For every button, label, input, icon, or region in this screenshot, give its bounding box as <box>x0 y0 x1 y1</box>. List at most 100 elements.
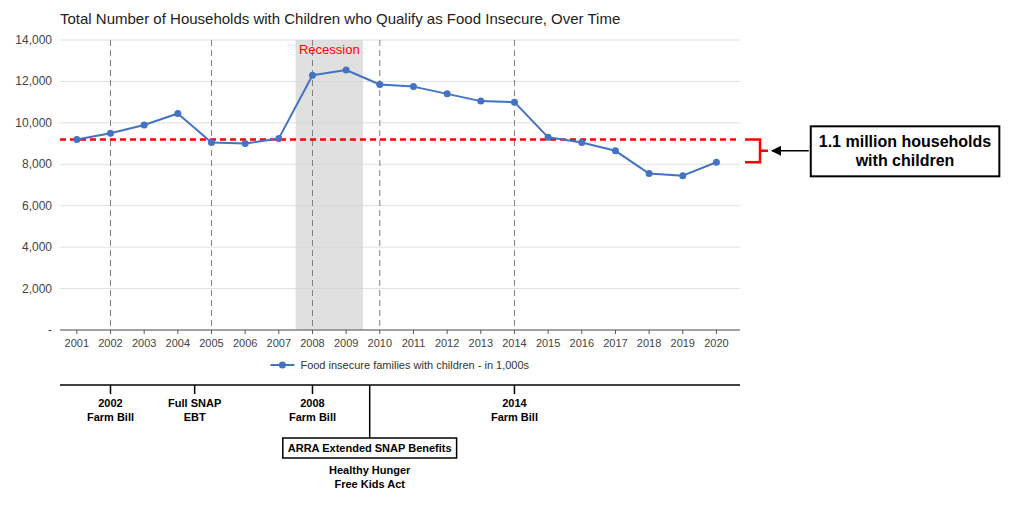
legend-label: Food insecure families with children - i… <box>300 359 529 371</box>
y-tick-label: 8,000 <box>22 157 52 171</box>
x-tick-label: 2018 <box>637 337 661 349</box>
series-point <box>376 81 383 88</box>
timeline-label: Farm Bill <box>289 411 336 423</box>
y-tick-label: - <box>48 323 52 337</box>
series-point <box>646 170 653 177</box>
x-tick-label: 2017 <box>603 337 627 349</box>
timeline-label: 2014 <box>502 397 527 409</box>
series-point <box>174 110 181 117</box>
series-point <box>444 90 451 97</box>
annotation-box <box>811 126 1000 176</box>
x-tick-label: 2016 <box>570 337 594 349</box>
series-point <box>141 121 148 128</box>
y-tick-label: 12,000 <box>15 74 52 88</box>
shaded-range-label: Recession <box>299 42 360 57</box>
x-tick-label: 2020 <box>704 337 728 349</box>
x-tick <box>447 330 448 334</box>
x-tick <box>581 330 582 334</box>
x-tick <box>245 330 246 334</box>
x-tick-label: 2006 <box>233 337 257 349</box>
x-tick-label: 2013 <box>469 337 493 349</box>
y-tick-label: 6,000 <box>22 199 52 213</box>
timeline-label: Farm Bill <box>87 411 134 423</box>
timeline-label: ARRA Extended SNAP Benefits <box>288 442 452 454</box>
series-point <box>343 67 350 74</box>
grid-line <box>60 247 740 248</box>
series-point <box>713 159 720 166</box>
annotation-text: with children <box>855 152 955 169</box>
timeline-tick <box>194 385 196 394</box>
grid-line <box>60 81 740 82</box>
x-tick-label: 2005 <box>199 337 223 349</box>
x-tick-label: 2004 <box>166 337 190 349</box>
timeline-label: Free Kids Act <box>334 478 405 490</box>
vertical-line <box>211 40 212 330</box>
annotation-arrow <box>772 150 809 152</box>
series-point <box>242 140 249 147</box>
timeline-tick <box>369 385 371 438</box>
x-tick <box>615 330 616 334</box>
timeline-label: EBT <box>184 411 206 423</box>
x-tick-label: 2007 <box>267 337 291 349</box>
grid-line <box>60 122 740 123</box>
x-tick <box>76 330 77 334</box>
timeline-box: ARRA Extended SNAP Benefits <box>283 438 457 458</box>
grid-line <box>60 330 740 331</box>
grid-line <box>60 288 740 289</box>
timeline-tick <box>514 385 516 394</box>
vertical-line <box>110 40 111 330</box>
vertical-line <box>514 40 515 330</box>
vertical-line <box>312 40 313 330</box>
timeline-label: Farm Bill <box>491 411 538 423</box>
series-point <box>73 136 80 143</box>
series-point <box>679 172 686 179</box>
x-tick-label: 2011 <box>402 337 426 349</box>
shaded-range <box>296 40 363 330</box>
brace <box>745 139 768 162</box>
series-point <box>511 99 518 106</box>
timeline-line <box>60 384 740 386</box>
grid-line <box>60 164 740 165</box>
series-point <box>545 134 552 141</box>
x-tick-label: 2008 <box>300 337 324 349</box>
x-tick-label: 2012 <box>435 337 459 349</box>
x-tick <box>682 330 683 334</box>
x-tick-label: 2009 <box>334 337 358 349</box>
x-tick-label: 2014 <box>502 337 526 349</box>
x-tick <box>379 330 380 334</box>
x-tick <box>548 330 549 334</box>
timeline-tick <box>312 385 314 394</box>
timeline-tick <box>110 385 112 394</box>
x-tick <box>278 330 279 334</box>
x-tick <box>211 330 212 334</box>
x-tick <box>514 330 515 334</box>
x-tick <box>110 330 111 334</box>
series-point <box>275 135 282 142</box>
timeline-box-frame <box>283 438 457 458</box>
series-line <box>77 70 717 176</box>
x-tick-label: 2019 <box>671 337 695 349</box>
x-axis-line <box>60 330 740 331</box>
x-tick <box>649 330 650 334</box>
x-tick-label: 2001 <box>65 337 89 349</box>
timeline-label: Full SNAP <box>168 397 221 409</box>
chart: Total Number of Households with Children… <box>0 0 1024 531</box>
legend: Food insecure families with children - i… <box>270 359 529 371</box>
grid <box>60 40 740 330</box>
x-tick-label: 2010 <box>368 337 392 349</box>
series-point <box>208 139 215 146</box>
x-tick <box>177 330 178 334</box>
x-tick-label: 2015 <box>536 337 560 349</box>
timeline-label: Healthy Hunger <box>329 464 411 476</box>
grid-line <box>60 205 740 206</box>
series-point <box>578 139 585 146</box>
x-tick <box>346 330 347 334</box>
timeline-label: 2008 <box>300 397 324 409</box>
x-tick-label: 2002 <box>98 337 122 349</box>
annotation: 1.1 million householdswith children <box>811 126 1000 176</box>
timeline-label: 2002 <box>98 397 122 409</box>
x-tick-label: 2003 <box>132 337 156 349</box>
reference-line <box>60 138 740 141</box>
x-tick <box>480 330 481 334</box>
grid-line <box>60 40 740 41</box>
